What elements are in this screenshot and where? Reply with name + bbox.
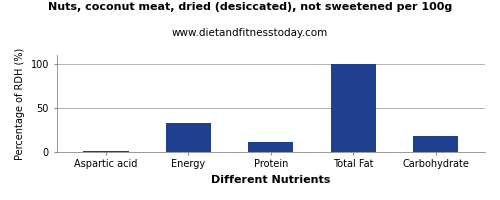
Bar [248,142,294,152]
Text: Nuts, coconut meat, dried (desiccated), not sweetened per 100g: Nuts, coconut meat, dried (desiccated), … [48,2,452,12]
Bar [330,64,376,152]
Bar [166,123,211,152]
Text: www.dietandfitnesstoday.com: www.dietandfitnesstoday.com [172,28,328,38]
Y-axis label: Percentage of RDH (%): Percentage of RDH (%) [15,47,25,160]
X-axis label: Different Nutrients: Different Nutrients [211,175,330,185]
Bar [84,151,128,152]
Bar [413,136,458,152]
